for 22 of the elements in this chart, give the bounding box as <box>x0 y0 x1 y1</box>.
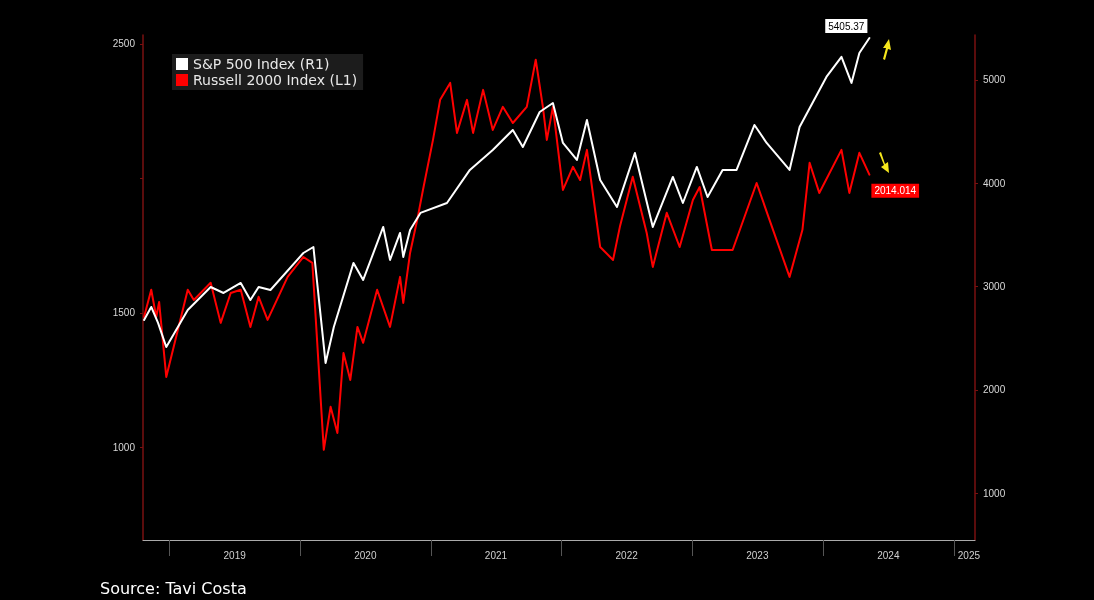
x-tick-label: 2020 <box>354 549 377 561</box>
legend-label: S&P 500 Index (R1) <box>193 56 330 72</box>
y2-tick-label: 3000 <box>983 281 1006 293</box>
y2-tick-label: 5000 <box>983 74 1006 86</box>
data-label: 2014.014 <box>874 185 917 197</box>
line-series <box>143 37 871 364</box>
data-label: 5405.37 <box>828 20 865 32</box>
x-tick-label: 2019 <box>223 549 247 561</box>
y2-tick-label: 1000 <box>983 487 1006 499</box>
y2-tick-label: 2000 <box>983 384 1006 396</box>
x-tick-label: 2024 <box>877 549 900 561</box>
x-tick-label: 2025 <box>957 549 981 561</box>
source-note: Source: Tavi Costa <box>100 578 247 598</box>
x-tick-label: 2023 <box>746 549 769 561</box>
legend-label: Russell 2000 Index (L1) <box>193 72 358 88</box>
x-tick-label: 2021 <box>484 549 508 561</box>
y-tick-label: 1000 <box>112 441 136 453</box>
y2-tick-label: 4000 <box>983 177 1006 189</box>
x-tick-label: 2022 <box>615 549 639 561</box>
y-tick-label: 2500 <box>112 38 136 50</box>
y-tick-label: 1500 <box>112 307 136 319</box>
line-series <box>143 58 871 451</box>
